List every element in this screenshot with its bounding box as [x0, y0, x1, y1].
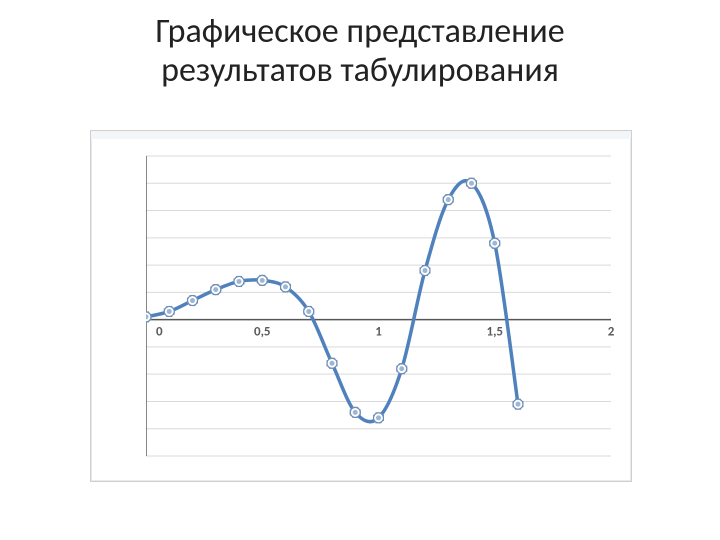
- data-marker: [188, 296, 198, 306]
- data-marker: [467, 178, 477, 188]
- data-marker: [257, 275, 267, 285]
- data-marker: [164, 306, 174, 316]
- xtick-label: 1: [375, 325, 382, 340]
- data-marker: [304, 306, 314, 316]
- data-marker: [513, 399, 523, 409]
- series-line: [146, 181, 518, 422]
- title-line-1: Графическое представление: [155, 11, 564, 52]
- chart-top-band: [91, 131, 631, 139]
- data-marker: [443, 195, 453, 205]
- xtick-label: 1,5: [486, 325, 503, 340]
- data-marker: [397, 364, 407, 374]
- data-marker: [146, 312, 151, 322]
- data-marker: [420, 266, 430, 276]
- data-marker: [327, 358, 337, 368]
- title-line-2: результатов табулирования: [161, 50, 559, 91]
- data-marker: [281, 282, 291, 292]
- data-marker: [211, 285, 221, 295]
- data-marker: [490, 238, 500, 248]
- data-marker: [350, 407, 360, 417]
- slide-title: Графическое представление результатов та…: [0, 0, 720, 90]
- xtick-label: 2: [608, 325, 615, 340]
- chart-plot: -2,5-2-1,5-1-0,500,511,522,5300,511,52: [146, 151, 616, 461]
- data-marker: [374, 413, 384, 423]
- chart-container: -2,5-2-1,5-1-0,500,511,522,5300,511,52: [90, 130, 632, 482]
- xtick-label: 0,5: [254, 325, 271, 340]
- xtick-label: 0: [156, 325, 163, 340]
- data-marker: [234, 276, 244, 286]
